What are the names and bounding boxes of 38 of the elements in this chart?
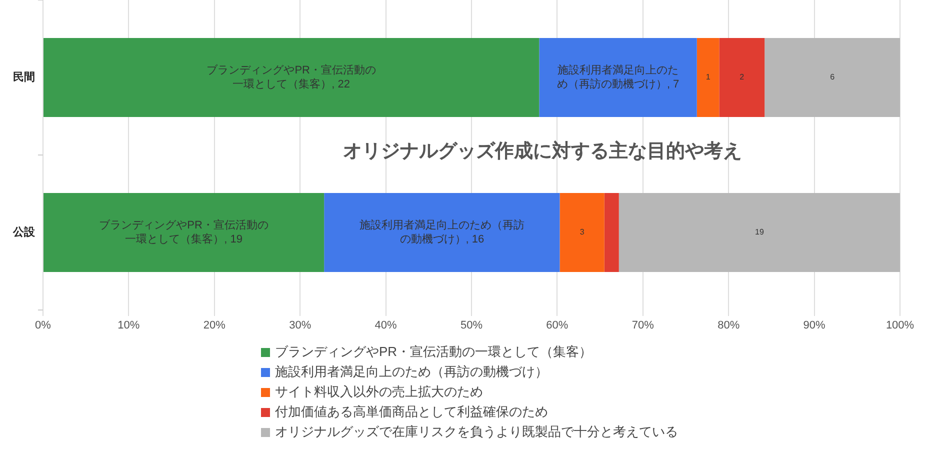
bar (719, 38, 765, 118)
annotation: ブランディングやPR・宣伝活動の一環として（集客）, 19 (99, 218, 268, 246)
y-tick-label: 民間 (13, 72, 35, 84)
x-tick-label: 10% (118, 320, 140, 332)
annotation: 1 (706, 72, 711, 82)
x-tick-label: 50% (460, 320, 483, 332)
annotation: 6 (830, 72, 836, 82)
x-tick-label: 90% (803, 320, 826, 332)
bar (560, 192, 604, 272)
x-tick-label: 0% (35, 320, 52, 332)
x-tick-label: 60% (546, 320, 568, 332)
x-tick-label: 20% (203, 320, 226, 332)
annotation: 19 (755, 228, 764, 237)
text: オリジナルグッズ作成に対する主な目的や考え (343, 140, 742, 162)
annotation: 施設利用者満足向上のため（再訪の動機づけ）, 7 (556, 64, 680, 91)
x-tick-label: 80% (718, 320, 740, 332)
legend-label: 施設利用者満足向上のため（再訪の動機づけ） (275, 363, 548, 381)
annotation: 3 (580, 228, 585, 237)
legend-label: ブランディングやPR・宣伝活動の一環として（集客） (275, 343, 592, 361)
annotation: 2 (740, 72, 745, 82)
x-tick-label: 30% (289, 320, 312, 332)
bar (604, 192, 619, 272)
bar (44, 192, 324, 272)
annotation: ブランディングやPR・宣伝活動の一環として（集客）, 22 (206, 64, 376, 91)
bar (324, 192, 560, 272)
legend-label: オリジナルグッズで在庫リスクを負うより既製品で十分と考えている (275, 423, 678, 441)
bar (618, 192, 900, 272)
x-tick-label: 70% (632, 320, 654, 332)
legend-label: 付加価値ある高単価商品として利益確保のため (275, 403, 548, 421)
bar (44, 38, 540, 118)
x-tick-label: 100% (886, 320, 914, 332)
bar (764, 38, 900, 118)
annotation: 施設利用者満足向上のため（再訪の動機づけ）, 16 (359, 218, 524, 246)
legend-label: サイト料収入以外の売上拡大のため (275, 383, 483, 401)
x-tick-label: 40% (374, 320, 398, 332)
y-tick-label: 公設 (12, 226, 36, 239)
bar (539, 38, 697, 118)
bar (696, 38, 720, 118)
